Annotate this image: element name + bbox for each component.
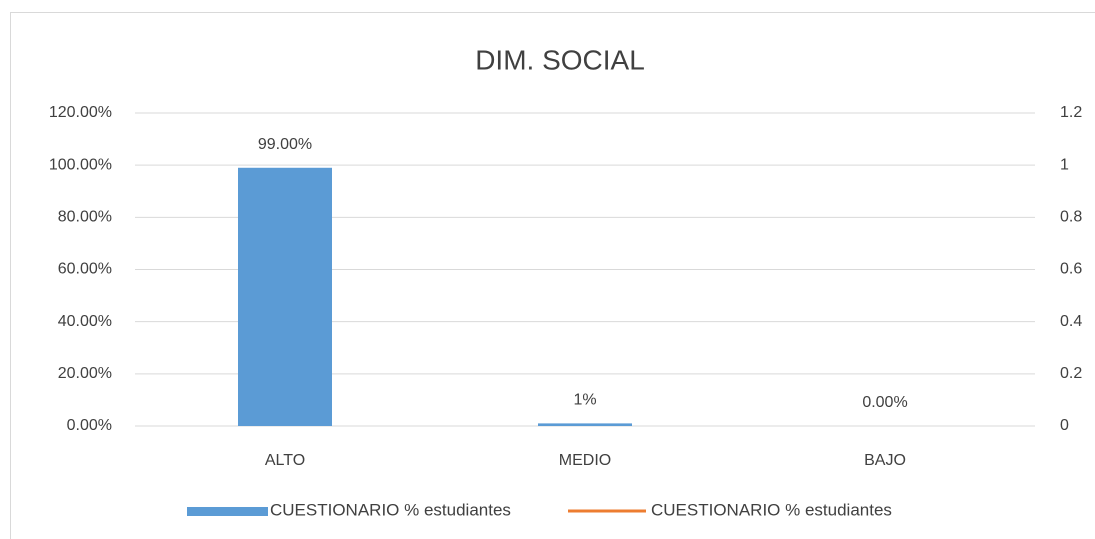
bar	[538, 423, 632, 426]
y2-tick-label: 0.6	[1060, 261, 1082, 278]
y-tick-label: 0.00%	[67, 417, 112, 434]
y-tick-label: 40.00%	[58, 313, 112, 330]
y-tick-label: 60.00%	[58, 261, 112, 278]
data-label: 0.00%	[862, 394, 907, 411]
x-tick-label: MEDIO	[559, 452, 611, 469]
chart-frame	[10, 12, 1095, 539]
x-tick-label: ALTO	[265, 452, 305, 469]
bar	[238, 167, 332, 426]
legend-swatch	[187, 507, 268, 516]
y-tick-label: 20.00%	[58, 365, 112, 382]
y-tick-label: 100.00%	[49, 156, 112, 173]
legend-label: CUESTIONARIO % estudiantes	[651, 500, 892, 519]
y2-tick-label: 0.4	[1060, 313, 1082, 330]
y2-tick-label: 0.8	[1060, 209, 1082, 226]
chart-title: DIM. SOCIAL	[475, 44, 645, 75]
y2-tick-label: 1.2	[1060, 104, 1082, 121]
y2-tick-label: 1	[1060, 156, 1069, 173]
x-tick-label: BAJO	[864, 452, 906, 469]
data-label: 99.00%	[258, 136, 312, 153]
legend-label: CUESTIONARIO % estudiantes	[270, 500, 511, 519]
y2-tick-label: 0.2	[1060, 365, 1082, 382]
data-label: 1%	[573, 392, 596, 409]
y-tick-label: 80.00%	[58, 209, 112, 226]
y2-tick-label: 0	[1060, 417, 1069, 434]
y-tick-label: 120.00%	[49, 104, 112, 121]
